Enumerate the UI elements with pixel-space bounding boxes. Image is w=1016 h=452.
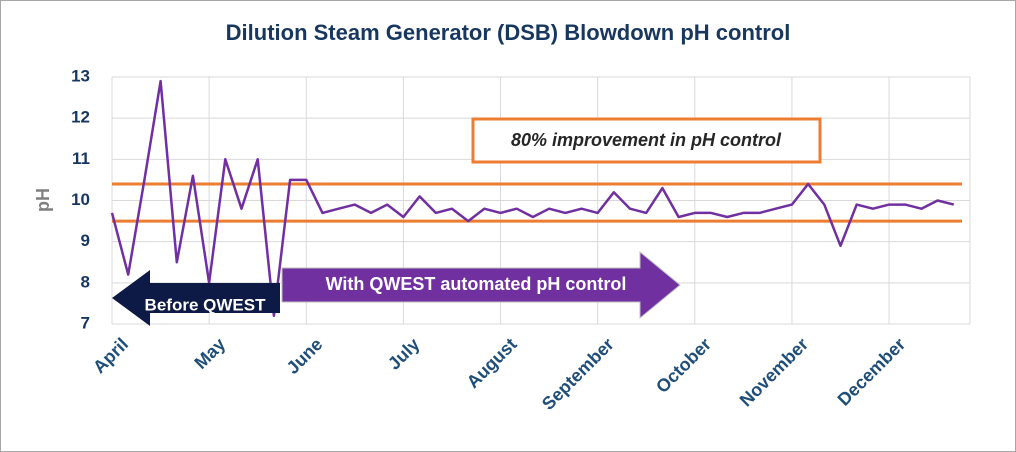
y-tick-label: 7 bbox=[81, 313, 90, 332]
y-tick-label: 9 bbox=[81, 231, 90, 250]
y-tick-label: 13 bbox=[71, 66, 90, 85]
annotation-box bbox=[471, 117, 822, 164]
after-arrow bbox=[281, 250, 681, 320]
plot bbox=[110, 79, 962, 318]
after-label: With QWEST automated pH control bbox=[326, 274, 627, 294]
y-tick-label: 12 bbox=[71, 108, 90, 127]
annotation-text: 80% improvement in pH control bbox=[511, 130, 782, 150]
before-arrow bbox=[112, 270, 280, 326]
data-line bbox=[110, 79, 955, 318]
y-tick-label: 10 bbox=[71, 190, 90, 209]
y-tick-label: 8 bbox=[81, 272, 90, 291]
y-tick-label: 11 bbox=[72, 149, 90, 168]
annotations: 80% improvement in pH control Before QWE… bbox=[112, 117, 822, 326]
before-label: Before QWEST bbox=[145, 295, 267, 314]
y-axis-label: pH bbox=[33, 188, 53, 212]
chart-title: Dilution Steam Generator (DSB) Blowdown … bbox=[226, 20, 791, 45]
